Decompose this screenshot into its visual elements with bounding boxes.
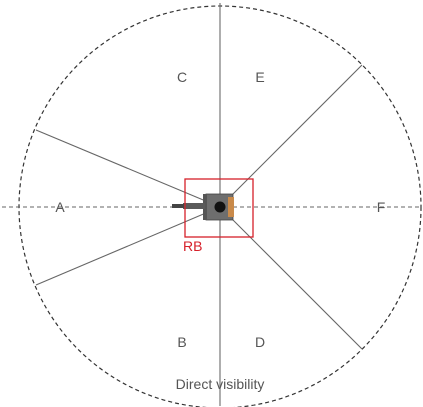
zone-label-b: B <box>177 334 186 350</box>
machine-icon <box>172 193 234 221</box>
zone-label-a: A <box>55 199 65 215</box>
direct-visibility-caption: Direct visibility <box>176 376 265 392</box>
zone-label-f: F <box>377 199 386 215</box>
zone-label-c: C <box>177 69 187 85</box>
sector-line-right-upper <box>219 64 363 208</box>
rb-label: RB <box>183 238 202 254</box>
zone-label-e: E <box>255 69 264 85</box>
sector-line-right-lower <box>219 206 363 350</box>
sector-line-left-upper <box>35 129 221 208</box>
rb-highlight-box <box>184 178 254 238</box>
zone-label-d: D <box>255 334 265 350</box>
sector-line-left-lower <box>35 206 221 286</box>
